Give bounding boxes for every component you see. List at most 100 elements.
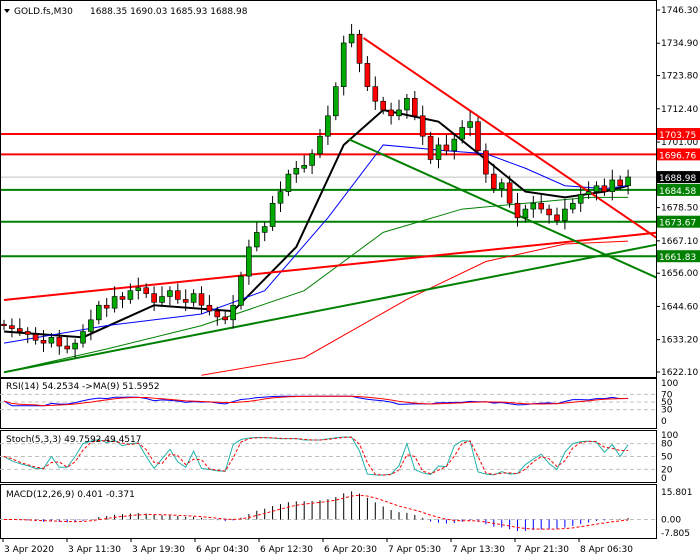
bearish-candle bbox=[388, 109, 394, 117]
bullish-candle bbox=[301, 165, 308, 169]
indicator-tick-label: 80 bbox=[661, 440, 673, 450]
resistance-level-label: 1703.75 bbox=[659, 131, 696, 141]
bearish-candle bbox=[490, 173, 497, 189]
resistance-level-tag bbox=[657, 148, 700, 161]
current-price-label: 1688.98 bbox=[659, 174, 696, 184]
bearish-candle bbox=[483, 150, 489, 175]
indicator-tick-label: 0.00 bbox=[661, 515, 681, 525]
bullish-candle bbox=[269, 202, 276, 227]
indicator-tick-label: 70 bbox=[661, 390, 673, 400]
bearish-candle bbox=[103, 304, 110, 309]
bullish-candle bbox=[577, 194, 584, 204]
bullish-candle bbox=[246, 246, 252, 277]
bearish-candle bbox=[151, 293, 157, 303]
bearish-candle bbox=[356, 33, 363, 64]
bullish-candle bbox=[459, 127, 466, 140]
bullish-candle bbox=[135, 287, 142, 291]
moving-average-line bbox=[3, 144, 629, 344]
time-tick-label: 3 Apr 19:30 bbox=[132, 545, 185, 555]
indicator-tick-label: 0 bbox=[661, 474, 667, 484]
bullish-candle bbox=[111, 296, 118, 309]
indicator-tick-label: 15.801 bbox=[661, 488, 693, 498]
ohlc-readout: 1688.35 1690.03 1685.93 1688.98 bbox=[90, 7, 248, 17]
indicator-tick-label: 100 bbox=[661, 431, 678, 441]
bearish-candle bbox=[198, 293, 205, 306]
bullish-candle bbox=[261, 226, 268, 233]
chart-title: GOLD.fs,M30 bbox=[14, 7, 73, 17]
bearish-candle bbox=[222, 316, 228, 321]
macd-signal-line bbox=[3, 494, 629, 530]
bearish-candle bbox=[143, 287, 149, 294]
stoch-label: Stoch(5,3,3) 49.7592 49.4517 bbox=[6, 435, 141, 445]
resistance-level-tag bbox=[657, 128, 700, 141]
bearish-candle bbox=[64, 345, 70, 350]
bearish-candle bbox=[214, 310, 221, 318]
support-trendline bbox=[348, 138, 656, 279]
price-tick-label: 1678.50 bbox=[661, 204, 698, 214]
bearish-candle bbox=[32, 334, 39, 341]
indicator-tick-label: 50 bbox=[661, 453, 673, 463]
bullish-candle bbox=[72, 342, 78, 350]
bullish-candle bbox=[625, 176, 631, 187]
bearish-candle bbox=[9, 325, 15, 329]
bullish-candle bbox=[309, 153, 315, 166]
time-tick-label: 7 Apr 05:30 bbox=[388, 545, 441, 555]
bullish-candle bbox=[562, 208, 568, 222]
bullish-candle bbox=[530, 202, 537, 210]
bullish-candle bbox=[88, 319, 94, 332]
bullish-candle bbox=[522, 208, 529, 219]
bearish-candle bbox=[427, 135, 434, 160]
bearish-candle bbox=[364, 63, 371, 87]
indicator-tick-label: 50 bbox=[661, 398, 673, 408]
bullish-candle bbox=[325, 115, 331, 137]
price-plot bbox=[1, 23, 656, 376]
bullish-candle bbox=[127, 290, 134, 300]
bearish-candle bbox=[411, 98, 418, 117]
time-tick-label: 3 Apr 11:30 bbox=[68, 545, 121, 555]
indicator-tick-label: -7.805 bbox=[661, 529, 690, 539]
bullish-candle bbox=[96, 304, 102, 321]
bullish-candle bbox=[451, 138, 458, 152]
price-tick-label: 1656.00 bbox=[661, 269, 698, 279]
bearish-candle bbox=[175, 290, 181, 300]
bearish-candle bbox=[119, 296, 126, 300]
indicator-tick-label: 20 bbox=[661, 465, 673, 475]
support-level-label: 1684.58 bbox=[659, 187, 696, 197]
moving-average-line bbox=[201, 240, 629, 376]
bullish-candle bbox=[293, 167, 300, 175]
support-trendline bbox=[3, 243, 656, 374]
time-tick-label: 6 Apr 20:30 bbox=[324, 545, 377, 555]
bearish-candle bbox=[475, 121, 481, 152]
bullish-candle bbox=[285, 173, 292, 192]
price-tick-label: 1633.20 bbox=[661, 336, 698, 346]
bearish-candle bbox=[24, 331, 31, 335]
bullish-candle bbox=[593, 185, 600, 192]
resistance-trendline bbox=[362, 37, 656, 239]
support-level-tag bbox=[657, 250, 700, 263]
rsi-label: RSI(14) 54.2534 ->MA(9) 51.5952 bbox=[6, 382, 160, 392]
bullish-candle bbox=[348, 33, 355, 44]
bearish-candle bbox=[617, 179, 624, 187]
price-tick-label: 1712.40 bbox=[661, 105, 698, 115]
bullish-candle bbox=[317, 135, 323, 154]
price-tick-label: 1723.80 bbox=[661, 72, 698, 82]
bullish-candle bbox=[254, 232, 260, 248]
rsi-ma-line bbox=[3, 395, 629, 407]
price-tick-label: 1746.30 bbox=[661, 6, 698, 16]
moving-average-line bbox=[3, 196, 629, 373]
bullish-candle bbox=[230, 304, 236, 321]
resistance-level-label: 1696.76 bbox=[659, 151, 696, 161]
time-tick-label: 7 Apr 13:30 bbox=[452, 545, 505, 555]
bullish-candle bbox=[190, 293, 197, 303]
bullish-candle bbox=[277, 191, 284, 204]
support-level-tag bbox=[657, 215, 700, 228]
bearish-candle bbox=[506, 182, 513, 204]
bullish-candle bbox=[332, 86, 339, 117]
bullish-candle bbox=[238, 275, 244, 306]
bullish-candle bbox=[585, 191, 592, 195]
bearish-candle bbox=[56, 337, 63, 347]
indicator-tick-label: 100 bbox=[661, 379, 678, 389]
bullish-candle bbox=[48, 337, 55, 344]
bearish-candle bbox=[380, 100, 387, 111]
